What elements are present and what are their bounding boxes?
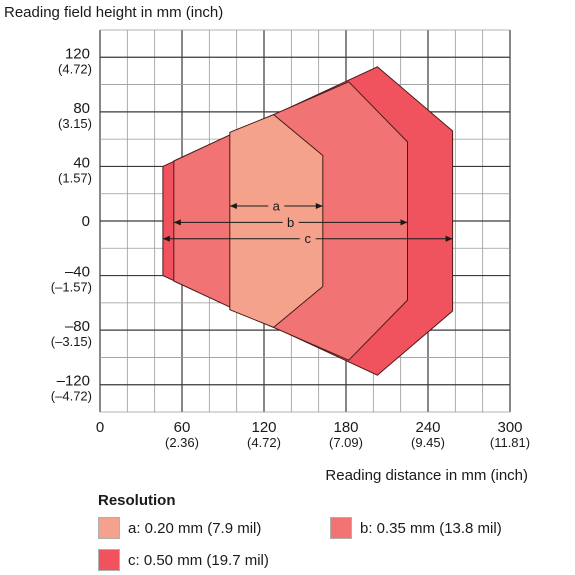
- y-tick-sublabel: (3.15): [58, 116, 92, 131]
- axes: 120(4.72)80(3.15)40(1.57)0–40(–1.57)–80(…: [51, 45, 530, 450]
- x-tick-sublabel: (9.45): [411, 435, 445, 450]
- range-arrow-left-c: [162, 235, 170, 242]
- range-label-c: c: [304, 231, 311, 246]
- legend-label-b: b: 0.35 mm (13.8 mil): [360, 519, 502, 537]
- range-lines: abc: [162, 198, 453, 246]
- range-line-a: a: [229, 198, 323, 213]
- legend-label-a: a: 0.20 mm (7.9 mil): [128, 519, 262, 537]
- y-tick-label: 40: [73, 154, 90, 171]
- x-axis-title: Reading distance in mm (inch): [325, 467, 528, 484]
- y-tick-label: 80: [73, 100, 90, 117]
- x-tick-label: 300: [497, 419, 522, 436]
- reading-field-areas: [162, 66, 454, 376]
- y-tick-label: –120: [57, 373, 90, 390]
- y-tick-label: 0: [82, 213, 90, 230]
- range-line-c: c: [162, 231, 453, 246]
- legend-item-c: c: 0.50 mm (19.7 mil): [98, 549, 269, 571]
- x-tick-label: 180: [333, 419, 358, 436]
- range-arrow-right-b: [400, 219, 408, 226]
- legend-item-b: b: 0.35 mm (13.8 mil): [330, 517, 502, 539]
- reading-field-a: [229, 114, 324, 328]
- x-tick-sublabel: (7.09): [329, 435, 363, 450]
- y-tick-label: 120: [65, 45, 90, 62]
- y-tick-sublabel: (–1.57): [51, 280, 92, 295]
- legend-swatch-a: [98, 517, 120, 539]
- range-arrow-right-c: [445, 235, 453, 242]
- x-tick-label: 0: [96, 419, 104, 436]
- legend-title: Resolution: [98, 492, 176, 509]
- y-tick-sublabel: (1.57): [58, 170, 92, 185]
- y-tick-sublabel: (4.72): [58, 61, 92, 76]
- x-tick-label: 120: [251, 419, 276, 436]
- range-arrow-left-a: [229, 202, 237, 209]
- x-tick-label: 60: [174, 419, 191, 436]
- legend-swatch-b: [330, 517, 352, 539]
- reading-field-chart: abc 120(4.72)80(3.15)40(1.57)0–40(–1.57)…: [4, 4, 530, 484]
- range-label-b: b: [287, 215, 294, 230]
- x-tick-sublabel: (11.81): [490, 435, 530, 450]
- x-tick-label: 240: [415, 419, 440, 436]
- range-arrow-right-a: [315, 202, 323, 209]
- y-axis-title: Reading field height in mm (inch): [4, 4, 223, 21]
- legend-swatch-c: [98, 549, 120, 571]
- legend-label-c: c: 0.50 mm (19.7 mil): [128, 551, 269, 569]
- y-tick-label: –40: [65, 264, 90, 281]
- legend-item-a: a: 0.20 mm (7.9 mil): [98, 517, 261, 539]
- range-arrow-left-b: [173, 219, 181, 226]
- y-tick-sublabel: (–4.72): [51, 389, 92, 404]
- x-tick-sublabel: (2.36): [165, 435, 199, 450]
- x-tick-sublabel: (4.72): [247, 435, 281, 450]
- range-label-a: a: [273, 198, 281, 213]
- y-tick-sublabel: (–3.15): [51, 334, 92, 349]
- range-line-b: b: [173, 215, 408, 230]
- y-tick-label: –80: [65, 318, 90, 335]
